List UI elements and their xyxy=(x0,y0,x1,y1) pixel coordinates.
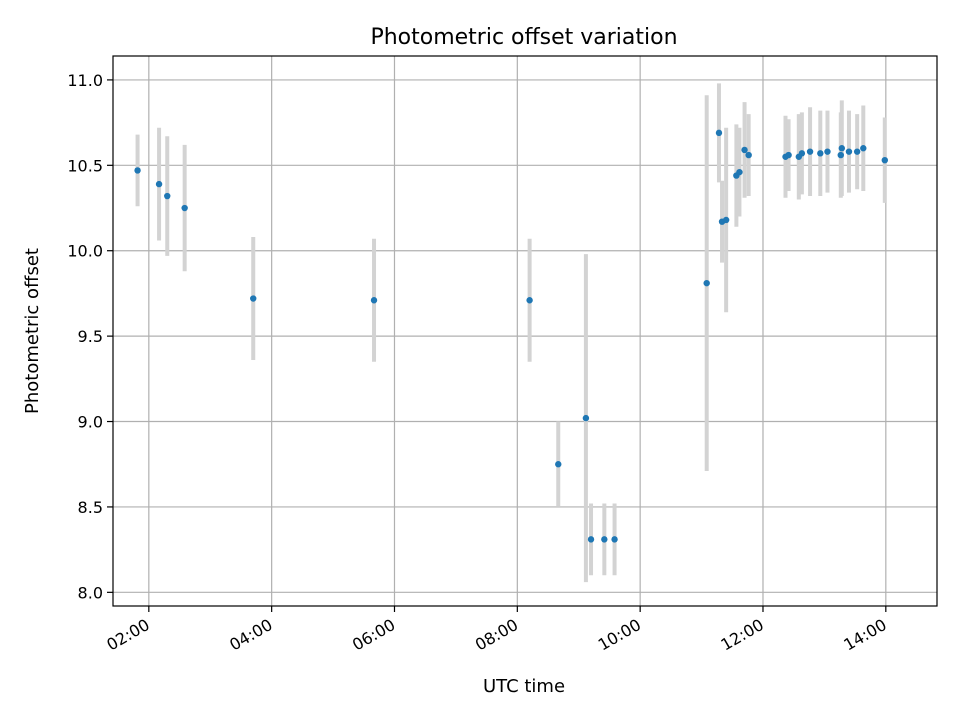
plot-frame xyxy=(112,55,938,607)
data-point xyxy=(741,146,748,154)
chart-title: Photometric offset variation xyxy=(370,25,677,50)
data-point xyxy=(611,536,618,543)
data-point xyxy=(715,129,723,137)
data-point xyxy=(370,297,378,304)
data-point xyxy=(250,295,257,302)
data-point xyxy=(745,151,752,159)
y-axis-label: Photometric offset xyxy=(22,248,43,414)
data-point xyxy=(526,297,533,304)
data-point xyxy=(134,167,141,174)
y-tick-label: 8.0 xyxy=(78,583,103,602)
y-tick-label: 10.5 xyxy=(67,156,103,175)
data-point xyxy=(587,536,595,543)
data-point xyxy=(845,148,853,155)
data-point xyxy=(155,180,163,188)
data-point xyxy=(601,536,608,543)
data-point xyxy=(806,148,814,155)
data-point xyxy=(722,216,730,224)
data-point xyxy=(736,168,743,176)
x-axis-label: UTC time xyxy=(483,676,565,697)
y-axis-ticks: 8.0 8.5 9.0 9.5 10.0 10.5 11.0 xyxy=(67,71,113,602)
data-point xyxy=(798,150,806,157)
data-point xyxy=(817,150,824,157)
data-points xyxy=(134,129,888,543)
data-point xyxy=(582,414,590,422)
data-point xyxy=(838,145,846,152)
data-point xyxy=(164,192,171,200)
data-point xyxy=(785,151,792,159)
data-point xyxy=(703,279,710,287)
data-point xyxy=(824,148,831,155)
data-point xyxy=(181,204,188,212)
y-tick-label: 9.5 xyxy=(78,327,103,346)
y-tick-label: 10.0 xyxy=(67,242,103,261)
data-point xyxy=(853,148,861,155)
y-tick-label: 11.0 xyxy=(67,71,103,90)
y-tick-label: 9.0 xyxy=(78,413,103,432)
data-point xyxy=(837,151,844,159)
data-point xyxy=(881,156,888,164)
y-tick-label: 8.5 xyxy=(78,498,103,517)
data-point xyxy=(555,461,562,468)
data-point xyxy=(860,145,867,152)
